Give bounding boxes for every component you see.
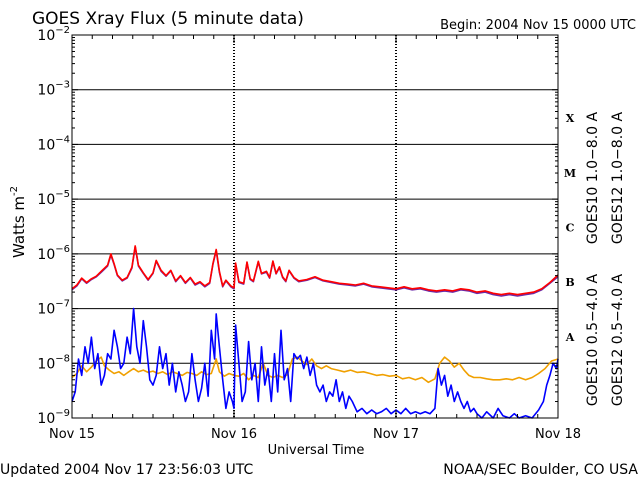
legend: GOES10 1.0−8.0 A GOES12 1.0−8.0 A GOES10 0…: [585, 112, 626, 407]
series-line: [71, 307, 559, 419]
y-axis-label-exponent: -2: [9, 186, 20, 196]
footer-updated: Updated 2004 Nov 17 23:56:03 UTC: [0, 462, 253, 478]
y-tick-exponent: −9: [55, 408, 70, 419]
y-tick-exponent: −3: [55, 80, 70, 91]
y-tick-base: 10: [37, 302, 55, 318]
y-tick-base: 10: [37, 356, 55, 372]
y-tick-exponent: −6: [55, 244, 70, 255]
flare-class-labels: X M C B A: [564, 112, 576, 344]
x-tick-label: Nov 18: [535, 427, 581, 442]
series-group: [71, 245, 559, 419]
y-tick-label: 10−6: [37, 244, 70, 263]
y-tick-exponent: −8: [55, 353, 70, 364]
y-tick-base: 10: [37, 137, 55, 153]
y-tick-base: 10: [37, 83, 55, 99]
flare-class-label: M: [564, 167, 576, 180]
title-group: GOES Xray Flux (5 minute data) Begin: 20…: [32, 9, 636, 33]
begin-label: Begin: 2004 Nov 15 0000 UTC: [440, 18, 636, 33]
series-line: [71, 356, 559, 384]
chart-title: GOES Xray Flux (5 minute data): [32, 9, 304, 29]
y-tick-label: 10−4: [37, 134, 70, 153]
legend-entry: GOES10 0.5−4.0 A: [585, 274, 601, 407]
x-axis-ticks: Nov 15 Nov 16 Nov 17 Nov 18: [49, 35, 581, 442]
y-tick-label: 10−8: [37, 353, 70, 372]
footer-credit: NOAA/SEC Boulder, CO USA: [443, 462, 638, 478]
y-axis-ticks: 10−210−310−410−510−610−710−810−9: [37, 25, 558, 427]
y-tick-label: 10−3: [37, 80, 70, 99]
x-tick-label: Nov 17: [373, 427, 419, 442]
y-tick-exponent: −7: [55, 299, 70, 310]
y-tick-label: 10−7: [37, 299, 70, 318]
y-tick-exponent: −2: [55, 25, 70, 36]
svg-text:Watts m-2: Watts m-2: [9, 186, 28, 258]
y-tick-label: 10−2: [37, 25, 70, 44]
y-tick-base: 10: [37, 192, 55, 208]
flare-class-label: B: [565, 276, 574, 289]
legend-entry: GOES12 1.0−8.0 A: [610, 112, 626, 245]
x-tick-label: Nov 15: [49, 427, 95, 442]
y-tick-base: 10: [37, 28, 55, 44]
y-tick-exponent: −5: [55, 189, 70, 200]
x-axis-label: Universal Time: [268, 443, 365, 458]
y-tick-base: 10: [37, 247, 55, 263]
flare-class-label: C: [566, 222, 575, 235]
y-axis-label-group: Watts m-2: [9, 186, 28, 258]
legend-entry: GOES10 1.0−8.0 A: [585, 112, 601, 245]
y-tick-base: 10: [37, 411, 55, 427]
series-line: [71, 245, 559, 296]
x-tick-label: Nov 16: [211, 427, 257, 442]
flare-class-label: A: [565, 331, 575, 344]
y-axis-label: Watts m: [10, 196, 28, 258]
legend-entry: GOES12 0.5−4.0 A: [610, 274, 626, 407]
y-tick-exponent: −4: [55, 134, 70, 145]
y-tick-label: 10−9: [37, 408, 70, 427]
grid-lines: [72, 34, 558, 419]
plot-area: [72, 35, 558, 418]
plot-background: [72, 35, 558, 418]
y-tick-label: 10−5: [37, 189, 70, 208]
flare-class-label: X: [566, 112, 575, 125]
